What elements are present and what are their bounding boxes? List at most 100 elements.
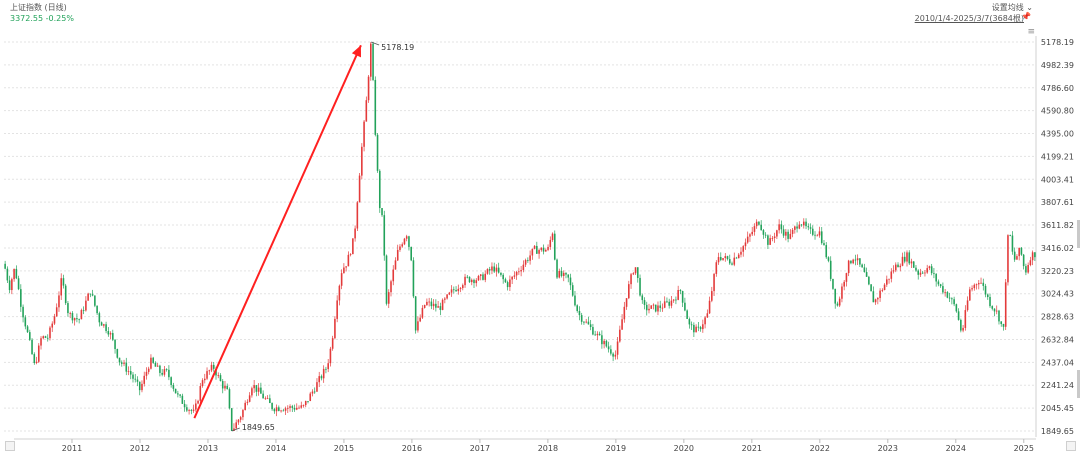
candle-body — [679, 290, 682, 292]
side-panel-handle[interactable] — [1077, 220, 1080, 248]
candle-body — [387, 292, 390, 304]
candle-body — [347, 254, 350, 267]
candle-body — [924, 272, 926, 274]
candle-body — [156, 365, 159, 367]
candle-body — [628, 284, 630, 299]
candle-body — [500, 272, 502, 275]
candle-body — [170, 377, 172, 386]
candle-body — [713, 273, 715, 292]
scroll-right-button[interactable] — [1066, 441, 1076, 451]
x-tick-label: 2023 — [878, 444, 898, 452]
menu-icon[interactable]: ≡ — [1027, 27, 1035, 37]
candle-body — [612, 353, 614, 357]
candle-body — [403, 238, 406, 245]
candle-body — [533, 245, 536, 249]
candle-body — [372, 43, 374, 80]
candle-body — [67, 303, 69, 314]
candle-body — [930, 266, 933, 274]
candle-body — [547, 246, 549, 250]
scroll-left-button[interactable] — [5, 441, 15, 451]
candle-body — [112, 333, 114, 340]
candle-body — [345, 266, 347, 268]
candle-body — [53, 316, 56, 324]
candle-body — [621, 319, 623, 330]
candle-body — [235, 422, 237, 429]
candle-body — [524, 259, 527, 265]
candle-body — [749, 234, 751, 237]
candle-body — [468, 276, 471, 283]
candle-body — [733, 257, 736, 265]
candle-body — [251, 388, 253, 396]
candle-body — [1027, 264, 1029, 273]
candle-body — [986, 294, 989, 297]
candle-body — [408, 236, 410, 247]
date-range-selector[interactable]: 2010/1/4-2025/3/7(3684根) — [914, 14, 1024, 23]
candle-body — [946, 291, 949, 298]
candle-body — [1016, 256, 1018, 260]
side-panel-handle-lower[interactable] — [1077, 370, 1080, 398]
candle-body — [143, 375, 146, 384]
candle-body — [823, 243, 825, 246]
candle-body — [183, 403, 186, 408]
candle-body — [607, 346, 610, 350]
candle-body — [464, 276, 466, 286]
candle-body — [488, 269, 491, 271]
y-tick-label: 2828.63 — [1041, 313, 1074, 322]
ma-settings-label: 设置均线 — [991, 3, 1024, 12]
candle-body — [787, 231, 789, 239]
candle-body — [145, 371, 148, 376]
ma-settings-button[interactable]: 设置均线 ⌄ — [992, 2, 1033, 13]
candle-body — [396, 249, 399, 261]
candle-body — [383, 215, 386, 256]
candle-body — [453, 289, 455, 291]
pin-icon[interactable]: 📌 — [1021, 12, 1031, 21]
candle-body — [670, 300, 673, 306]
x-tick-label: 2015 — [334, 444, 354, 452]
candle-body — [31, 339, 33, 355]
extreme-label: 1849.65 — [242, 423, 275, 432]
candle-body — [601, 335, 603, 345]
candle-body — [192, 409, 195, 411]
candle-body — [506, 282, 509, 288]
x-tick-label: 2024 — [946, 444, 966, 452]
candle-body — [740, 251, 742, 255]
y-tick-label: 3220.23 — [1041, 267, 1074, 276]
candle-body — [834, 288, 837, 304]
candle-body — [726, 256, 729, 260]
candle-body — [208, 370, 211, 372]
candle-body — [172, 385, 175, 389]
candle-body — [589, 324, 592, 328]
candle-body — [782, 229, 785, 236]
x-tick-label: 2016 — [402, 444, 422, 452]
candle-body — [758, 221, 760, 225]
candle-body — [150, 357, 152, 369]
candle-body — [439, 306, 442, 310]
candle-body — [275, 407, 278, 412]
candle-body — [529, 255, 531, 261]
candle-body — [785, 231, 787, 236]
candle-body — [120, 362, 123, 364]
candle-body — [302, 405, 305, 406]
candle-body — [419, 317, 421, 322]
candle-body — [338, 285, 341, 301]
candle-body — [515, 272, 518, 276]
candle-body — [659, 305, 662, 308]
candle-body — [127, 371, 130, 372]
candle-body — [233, 428, 235, 431]
candle-body — [803, 221, 805, 226]
candle-body — [681, 291, 684, 303]
candle-body — [414, 296, 417, 331]
candle-body — [746, 236, 749, 243]
candle-body — [405, 236, 408, 239]
candle-body — [870, 284, 872, 292]
candle-body — [697, 326, 700, 328]
candle-body — [798, 224, 801, 229]
candle-body — [181, 395, 184, 404]
candle-body — [33, 354, 36, 363]
candle-body — [437, 306, 439, 308]
candle-body — [955, 304, 958, 312]
candle-body — [138, 381, 141, 391]
candle-body — [594, 334, 596, 336]
candle-body — [518, 271, 520, 273]
